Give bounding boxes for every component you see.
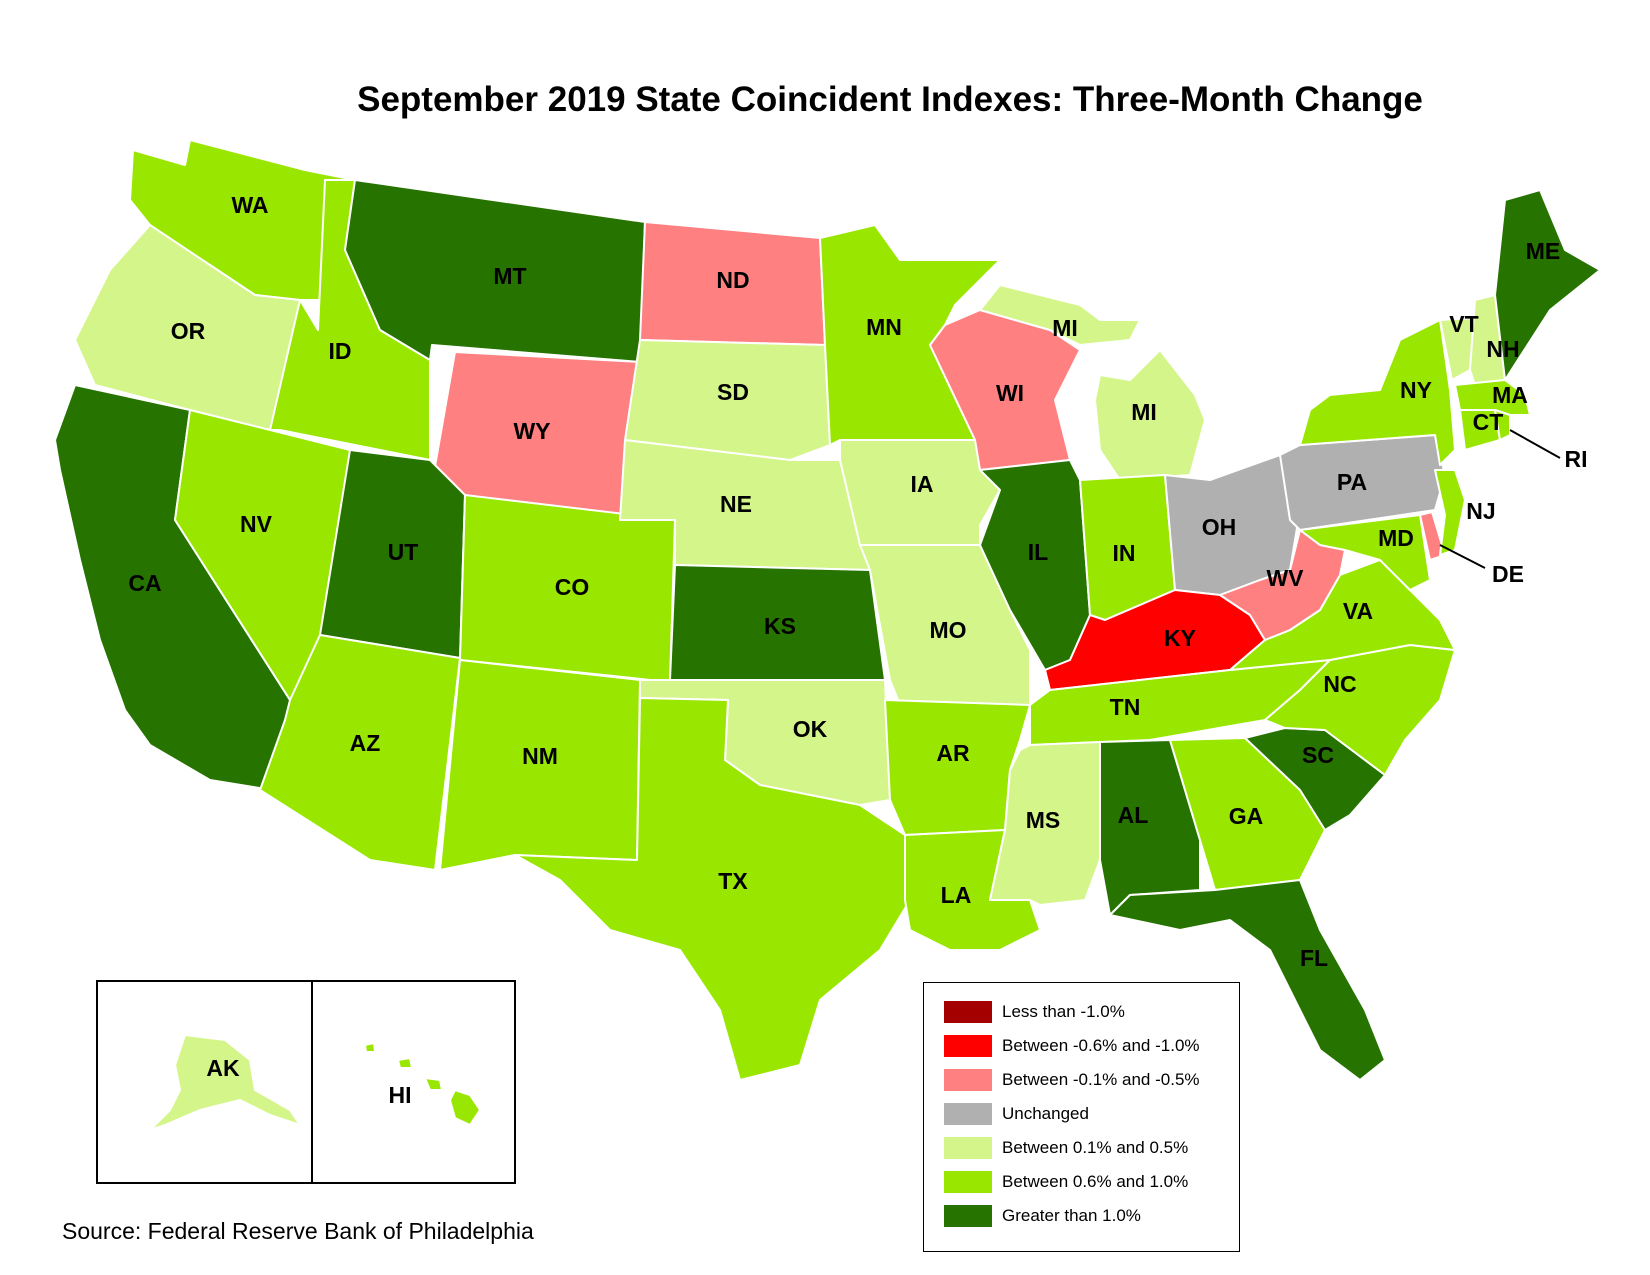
state-mi-upper[interactable] [979,284,1141,346]
inset-divider [311,980,313,1184]
label-de: DE [1492,561,1524,587]
state-hi-maui[interactable] [424,1077,443,1091]
label-wy: WY [513,418,550,444]
legend-item: Less than -1.0% [944,995,1239,1029]
label-nj: NJ [1466,498,1495,524]
label-wv: WV [1266,565,1304,591]
label-ne: NE [720,491,752,517]
label-ia: IA [911,471,934,497]
state-mi[interactable] [1094,349,1206,481]
label-ky: KY [1164,625,1196,651]
legend-item: Between 0.6% and 1.0% [944,1165,1239,1199]
legend-item: Greater than 1.0% [944,1199,1239,1233]
label-ok: OK [793,716,828,742]
label-ma: MA [1492,382,1528,408]
map-title: September 2019 State Coincident Indexes:… [357,80,1423,119]
state-hi-oahu[interactable] [397,1057,413,1069]
label-ks: KS [764,613,796,639]
label-pa: PA [1337,469,1367,495]
label-tx: TX [718,868,748,894]
legend-label: Between -0.1% and -0.5% [1002,1070,1200,1089]
legend-item: Between 0.1% and 0.5% [944,1131,1239,1165]
label-sc: SC [1302,742,1334,768]
label-ms: MS [1026,807,1061,833]
label-nh: NH [1486,336,1519,362]
state-wv[interactable] [1219,529,1346,641]
label-nc: NC [1323,671,1356,697]
legend-item: Between -0.1% and -0.5% [944,1063,1239,1097]
label-mi: MI [1131,399,1157,425]
map-legend: Less than -1.0% Between -0.6% and -1.0% … [923,982,1240,1252]
label-tn: TN [1110,694,1141,720]
state-hi-kauai[interactable] [364,1042,376,1053]
label-ar: AR [936,740,970,766]
label-ca: CA [128,570,161,596]
state-ri[interactable] [1494,409,1511,441]
state-hi-big[interactable] [449,1089,481,1126]
state-nc[interactable] [1264,644,1456,776]
label-hi: HI [389,1082,412,1108]
callout-line-ri [1509,429,1561,459]
state-sd[interactable] [624,339,831,461]
label-co: CO [555,574,590,600]
label-ct: CT [1473,409,1504,435]
callout-line-de [1439,544,1486,569]
label-ny: NY [1400,377,1432,403]
label-mi-upper: MI [1052,315,1078,341]
label-va: VA [1343,598,1373,624]
label-nv: NV [240,511,273,537]
label-sd: SD [717,379,749,405]
label-oh: OH [1202,514,1237,540]
legend-item: Between -0.6% and -1.0% [944,1029,1239,1063]
label-wa: WA [231,192,268,218]
legend-item: Unchanged [944,1097,1239,1131]
legend-swatch [944,1205,992,1227]
label-fl: FL [1300,945,1328,971]
legend-label: Between 0.6% and 1.0% [1002,1172,1189,1191]
label-mn: MN [866,314,902,340]
label-id: ID [329,338,352,364]
label-mt: MT [493,263,526,289]
state-fl[interactable] [1109,879,1386,1081]
label-md: MD [1378,525,1414,551]
legend-label: Less than -1.0% [1002,1002,1125,1021]
label-nd: ND [716,267,749,293]
state-ak[interactable] [149,1034,301,1131]
label-in: IN [1113,540,1136,566]
legend-swatch [944,1069,992,1091]
legend-swatch [944,1171,992,1193]
state-de[interactable] [1419,511,1446,561]
label-az: AZ [350,730,381,756]
label-ga: GA [1229,803,1264,829]
state-nj[interactable] [1434,469,1466,556]
label-la: LA [941,882,972,908]
state-me[interactable] [1494,189,1601,381]
inset-frame [96,980,516,1184]
legend-label: Between 0.1% and 0.5% [1002,1138,1189,1157]
label-nm: NM [522,743,558,769]
label-mo: MO [929,617,966,643]
label-al: AL [1118,802,1149,828]
label-wi: WI [996,380,1024,406]
legend-swatch [944,1137,992,1159]
legend-label: Greater than 1.0% [1002,1206,1141,1225]
label-me: ME [1526,238,1561,264]
label-ak: AK [206,1055,240,1081]
state-tx[interactable] [514,697,911,1081]
source-note: Source: Federal Reserve Bank of Philadel… [62,1218,534,1244]
legend-label: Between -0.6% and -1.0% [1002,1036,1200,1055]
label-ri: RI [1565,446,1588,472]
legend-label: Unchanged [1002,1104,1089,1123]
legend-swatch [944,1103,992,1125]
legend-swatch [944,1035,992,1057]
label-il: IL [1028,539,1048,565]
legend-swatch [944,1001,992,1023]
label-or: OR [171,318,206,344]
label-vt: VT [1449,311,1478,337]
label-ut: UT [388,539,419,565]
